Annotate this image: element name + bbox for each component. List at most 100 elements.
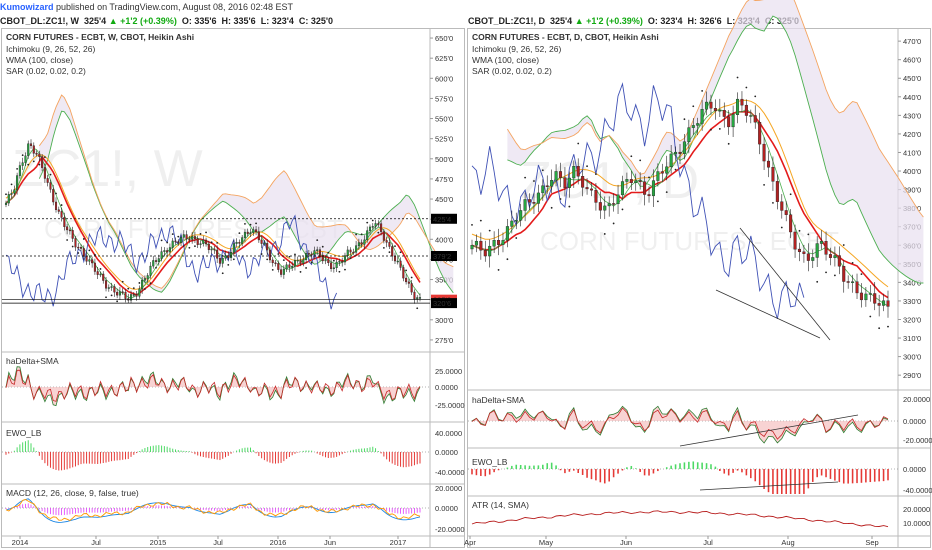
weekly-candle-body [230,252,233,258]
weekly-indicator-sar[interactable]: SAR (0.02, 0.02, 0.2) [6,66,86,76]
weekly-candle-body [66,226,69,231]
daily-sub-tick-label: -20.0000 [903,436,932,445]
daily-sar-dot [842,244,845,246]
weekly-sar-dot [43,156,46,159]
weekly-sar-dot [371,219,374,222]
weekly-candle-body [246,231,249,234]
daily-candle-body [607,203,611,207]
daily-candle-body [581,176,585,188]
daily-sar-dot [621,208,624,211]
daily-hadelta-label[interactable]: haDelta+SMA [472,395,525,405]
daily-candle-body [665,166,669,174]
daily-sar-dot [586,165,588,168]
daily-sar-dot [568,205,571,208]
daily-candle-body [674,151,678,155]
weekly-candle-body [277,263,280,270]
weekly-candle-body [49,182,52,190]
weekly-indicator-ichimoku[interactable]: Ichimoku (9, 26, 52, 26) [6,44,96,54]
daily-trendline [739,227,831,341]
weekly-candle-body [380,223,383,232]
daily-candle-body [669,153,673,168]
weekly-candle-body [52,189,55,203]
daily-price-tick-label: 330'0 [903,297,921,306]
weekly-candle-body [360,242,363,245]
weekly-sar-dot [182,245,185,247]
weekly-price-tick-label: 575'0 [435,94,453,103]
weekly-sub-tick-label: 20.0000 [435,484,462,493]
daily-ewo-label[interactable]: EWO_LB [472,457,508,467]
weekly-candle-body [99,273,102,276]
weekly-candle-body [199,243,202,245]
weekly-sar-dot [244,223,246,225]
daily-sar-dot [710,128,712,131]
weekly-candle-body [85,256,88,262]
weekly-candle-body [355,245,358,253]
weekly-close: C: 325'0 [298,16,334,26]
daily-time-tick-label: Jun [620,538,632,547]
weekly-sar-dot [127,287,130,290]
weekly-candle-body [285,264,288,270]
weekly-sar-dot [410,276,413,279]
daily-candle-body [497,240,501,245]
daily-sub-tick-label: 0.0000 [903,417,926,426]
weekly-sar-dot [344,268,346,271]
daily-price-tick-label: 320'0 [903,315,921,324]
daily-lagging-span [471,82,805,320]
daily-sar-dot [816,280,819,283]
weekly-time-tick-label: 2016 [270,538,287,547]
daily-candle-body [651,180,655,197]
weekly-senkou-span-a [38,110,454,294]
daily-candle-body [886,300,890,307]
weekly-candle-body [77,246,80,249]
weekly-sar-dot [166,241,169,244]
weekly-candle-body [10,193,13,195]
author-link[interactable]: Kumowizard [0,2,54,12]
weekly-sar-dot [249,223,252,226]
weekly-sar-dot [216,241,219,244]
daily-candle-body [616,194,620,205]
daily-candle-body [589,188,594,191]
daily-time-tick-label: May [539,538,553,547]
weekly-candle-body [291,266,294,268]
weekly-sar-dot [299,271,302,273]
daily-hadelta-area [472,406,888,443]
daily-senkou-span-a [507,15,924,284]
daily-atr-label[interactable]: ATR (14, SMA) [472,500,529,510]
weekly-price-tick-label: 300'0 [435,316,453,325]
weekly-candle-body [221,257,224,264]
daily-candle-body [554,171,558,181]
weekly-candle-body [363,239,366,245]
weekly-price-tick-label: 600'0 [435,74,453,83]
weekly-candle-body [366,230,369,241]
daily-sar-dot [780,226,783,229]
weekly-sar-dot [5,193,7,196]
daily-indicator-sar[interactable]: SAR (0.02, 0.02, 0.2) [472,66,552,76]
daily-candle-body [488,245,492,257]
daily-indicator-wma[interactable]: WMA (100, close) [472,55,540,65]
daily-indicator-ichimoku[interactable]: Ichimoku (9, 26, 52, 26) [472,44,562,54]
weekly-candle-body [263,243,266,245]
weekly-sub-tick-label: -20.0000 [435,525,465,534]
daily-candle-body [753,115,757,123]
weekly-ewo-label[interactable]: EWO_LB [6,428,42,438]
daily-sar-dot [692,105,695,108]
weekly-macd-label[interactable]: MACD (12, 26, close, 9, false, true) [6,488,139,498]
weekly-price-badge [431,213,457,224]
daily-candle-body [660,171,664,174]
daily-candle-body [483,250,487,257]
daily-sar-dot [745,86,748,89]
daily-chart-title: CORN FUTURES - ECBT, D, CBOT, Heikin Ash… [472,32,659,42]
weekly-sar-dot [116,300,119,303]
daily-candle-body [492,240,496,247]
weekly-hadelta-label[interactable]: haDelta+SMA [6,356,59,366]
weekly-candle-body [210,248,213,251]
weekly-sar-dot [316,239,319,242]
daily-candle-body [563,177,567,188]
weekly-indicator-wma[interactable]: WMA (100, close) [6,55,74,65]
daily-candle-body [766,160,771,168]
weekly-time-tick-label: 2017 [390,538,407,547]
weekly-candle-body [13,189,16,194]
weekly-candle-body [168,247,171,253]
weekly-quote-header: CBOT_DL:ZC1!, W 325'4 ▲ +1'2 (+0.39%) O:… [0,14,333,28]
